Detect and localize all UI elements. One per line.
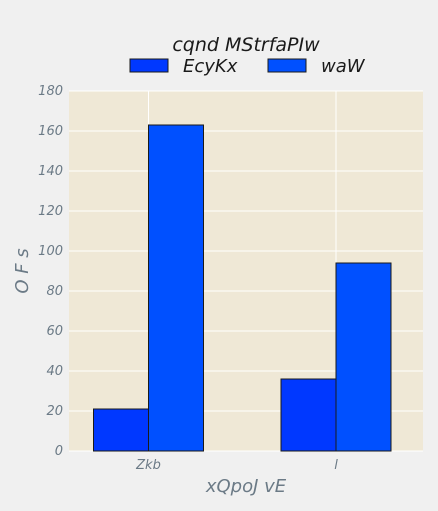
bars [93, 124, 392, 452]
legend-swatch-ecykx [129, 58, 169, 73]
y-tick-label: 180 [38, 84, 63, 99]
legend-swatch-waw [267, 58, 307, 73]
y-tick-label: 120 [38, 204, 63, 219]
y-tick-label: 0 [55, 444, 63, 459]
legend: cqnd MStrfaPIw EcyKx waW [129, 34, 366, 77]
x-tick-label: Zkb [135, 458, 161, 473]
y-tick-label: 80 [46, 284, 63, 299]
y-axis-label: O F s [12, 248, 33, 293]
legend-label-waw: waW [321, 56, 366, 77]
y-tick-label: 140 [38, 164, 63, 179]
bar-waw-zkb [148, 124, 204, 452]
x-tick-labels: Zkb l [135, 458, 338, 473]
legend-title: cqnd MStrfaPIw [172, 34, 320, 56]
bar-ecykx-l [280, 378, 337, 452]
y-tick-label: 20 [46, 404, 63, 419]
x-axis-label: xQpoJ vE [205, 476, 287, 497]
bar-waw-l [335, 262, 392, 452]
y-tick-label: 100 [38, 244, 63, 259]
y-tick-labels: 0 20 40 60 80 100 120 140 160 180 [38, 84, 63, 459]
legend-label-ecykx: EcyKx [183, 56, 238, 77]
y-tick-label: 40 [46, 364, 63, 379]
bar-ecykx-zkb [93, 408, 149, 452]
x-tick-label: l [334, 458, 338, 473]
y-tick-label: 60 [46, 324, 63, 339]
y-tick-label: 160 [38, 124, 63, 139]
